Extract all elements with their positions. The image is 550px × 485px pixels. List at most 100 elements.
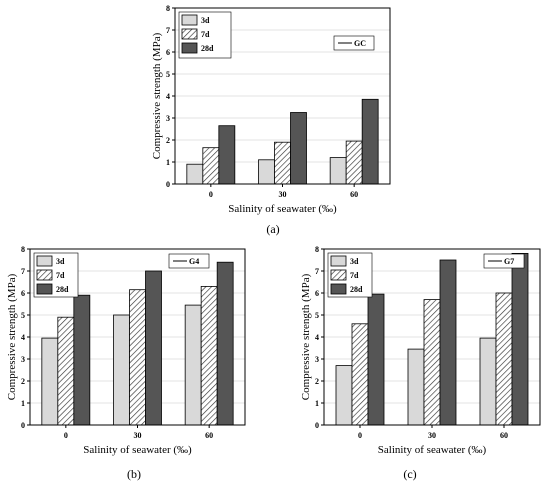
sample-label: G7 [504, 257, 514, 266]
legend-swatch-28d [36, 283, 53, 295]
legend-swatch-28d [181, 42, 198, 54]
bar-7d [202, 147, 220, 185]
y-tick-label: 8 [21, 245, 25, 254]
legend-label: 7d [201, 30, 210, 39]
y-tick-label: 5 [315, 311, 319, 320]
bar-7d [200, 285, 218, 426]
bar-28d [216, 261, 234, 426]
x-tick-label: 0 [358, 431, 362, 440]
y-tick-label: 2 [21, 377, 25, 386]
y-tick-label: 6 [315, 289, 319, 298]
plot-frame [323, 248, 541, 426]
x-tick-label: 60 [350, 190, 358, 199]
bar-28d [439, 259, 457, 426]
y-axis-label: Compressive strength (MPa) [151, 32, 163, 159]
y-axis-label: Compressive strength (MPa) [300, 273, 312, 400]
y-tick-label: 0 [21, 421, 25, 430]
x-tick-label: 60 [500, 431, 508, 440]
y-tick-label: 3 [21, 355, 25, 364]
legend-swatch-7d [36, 269, 53, 281]
bar-28d [290, 112, 307, 185]
panel-a-caption: (a) [266, 222, 279, 236]
legend-swatch-7d [181, 28, 198, 40]
bar-28d [511, 252, 529, 426]
bar-7d [495, 292, 513, 426]
x-tick-label: 30 [279, 190, 287, 199]
y-tick-label: 4 [21, 333, 25, 342]
plot-frame [174, 7, 391, 185]
y-tick-label: 1 [315, 399, 319, 408]
bar-28d [367, 293, 385, 426]
bar-7d [345, 140, 363, 185]
bar-28d [218, 125, 236, 185]
legend-label: 3d [56, 257, 65, 266]
bar-3d [113, 314, 130, 426]
y-tick-label: 7 [315, 267, 319, 276]
bar-28d [73, 294, 91, 426]
y-tick-label: 7 [21, 267, 25, 276]
legend-swatch-28d [330, 283, 347, 295]
bar-7d [351, 323, 369, 426]
sample-label-box [333, 35, 375, 51]
sample-label: G4 [189, 257, 199, 266]
chart-panel-b: 0 1 2 3 4 5 6 7 8 0 30 60 Salinity of seawater (‰) Co… [6, 245, 246, 456]
y-tick-label: 0 [315, 421, 319, 430]
bar-28d [145, 270, 162, 426]
y-tick-label: 5 [166, 70, 170, 79]
x-tick-label: 30 [428, 431, 436, 440]
y-tick-label: 3 [166, 114, 170, 123]
x-axis-label: Salinity of seawater (‰) [83, 444, 192, 456]
legend-label: 3d [350, 257, 359, 266]
y-tick-label: 1 [21, 399, 25, 408]
legend-swatch-3d [36, 255, 53, 267]
bar-7d [129, 289, 146, 426]
sample-label-box [483, 253, 525, 269]
bar-7d [423, 299, 441, 426]
y-tick-label: 3 [315, 355, 319, 364]
bar-3d [41, 337, 59, 426]
plot-frame [29, 248, 246, 426]
legend-label: 28d [56, 285, 69, 294]
legend-label: 7d [350, 271, 359, 280]
x-tick-label: 30 [134, 431, 142, 440]
legend-swatch-7d [330, 269, 347, 281]
x-tick-label: 0 [64, 431, 68, 440]
y-tick-label: 8 [315, 245, 319, 254]
legend-swatch-3d [181, 14, 198, 26]
bar-3d [184, 304, 202, 426]
y-tick-label: 2 [166, 136, 170, 145]
bar-7d [274, 141, 291, 185]
legend-label: 28d [350, 285, 363, 294]
y-tick-label: 4 [315, 333, 319, 342]
x-axis-label: Salinity of seawater (‰) [228, 203, 337, 215]
bar-3d [479, 337, 497, 426]
chart-panel-c: 0 1 2 3 4 5 6 7 8 0 30 60 Salinity of seawater (‰) Co… [300, 245, 541, 456]
y-tick-label: 6 [166, 48, 170, 57]
x-tick-label: 60 [205, 431, 213, 440]
y-tick-label: 8 [166, 4, 170, 13]
bar-7d [57, 316, 75, 426]
y-tick-label: 2 [315, 377, 319, 386]
panel-c-caption: (c) [403, 467, 416, 481]
y-tick-label: 4 [166, 92, 170, 101]
bar-3d [335, 365, 353, 426]
y-tick-label: 7 [166, 26, 170, 35]
bar-28d [361, 98, 379, 185]
legend-label: 3d [201, 16, 210, 25]
y-tick-label: 6 [21, 289, 25, 298]
bar-3d [329, 157, 347, 185]
y-tick-label: 0 [166, 180, 170, 189]
x-axis-label: Salinity of seawater (‰) [378, 444, 487, 456]
panel-b-caption: (b) [127, 467, 141, 481]
sample-label: GC [354, 39, 366, 48]
bar-3d [186, 163, 204, 185]
bar-3d [407, 348, 425, 426]
legend-label: 7d [56, 271, 65, 280]
legend-swatch-3d [330, 255, 347, 267]
chart-panel-a: 0 1 2 3 4 5 6 7 8 0 30 60 Salinity of seawater (‰) Co… [151, 4, 391, 215]
bar-3d [258, 159, 275, 185]
y-tick-label: 5 [21, 311, 25, 320]
sample-label-box [168, 253, 210, 269]
x-tick-label: 0 [209, 190, 213, 199]
